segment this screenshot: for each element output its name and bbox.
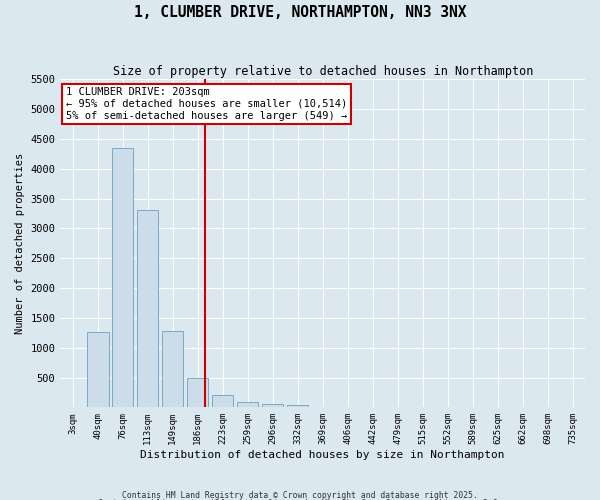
Bar bbox=[212, 395, 233, 407]
Bar bbox=[287, 405, 308, 407]
Bar bbox=[112, 148, 133, 407]
Text: 1, CLUMBER DRIVE, NORTHAMPTON, NN3 3NX: 1, CLUMBER DRIVE, NORTHAMPTON, NN3 3NX bbox=[134, 5, 466, 20]
Bar bbox=[87, 332, 109, 407]
Bar bbox=[262, 404, 283, 407]
Title: Size of property relative to detached houses in Northampton: Size of property relative to detached ho… bbox=[113, 65, 533, 78]
Text: Contains public sector information licensed under the Open Government Licence v3: Contains public sector information licen… bbox=[98, 499, 502, 500]
Text: 1 CLUMBER DRIVE: 203sqm
← 95% of detached houses are smaller (10,514)
5% of semi: 1 CLUMBER DRIVE: 203sqm ← 95% of detache… bbox=[65, 88, 347, 120]
Bar bbox=[237, 402, 259, 407]
Y-axis label: Number of detached properties: Number of detached properties bbox=[15, 152, 25, 334]
Text: Contains HM Land Registry data © Crown copyright and database right 2025.: Contains HM Land Registry data © Crown c… bbox=[122, 490, 478, 500]
Bar bbox=[162, 331, 184, 407]
Bar bbox=[187, 378, 208, 408]
Bar bbox=[137, 210, 158, 408]
X-axis label: Distribution of detached houses by size in Northampton: Distribution of detached houses by size … bbox=[140, 450, 505, 460]
